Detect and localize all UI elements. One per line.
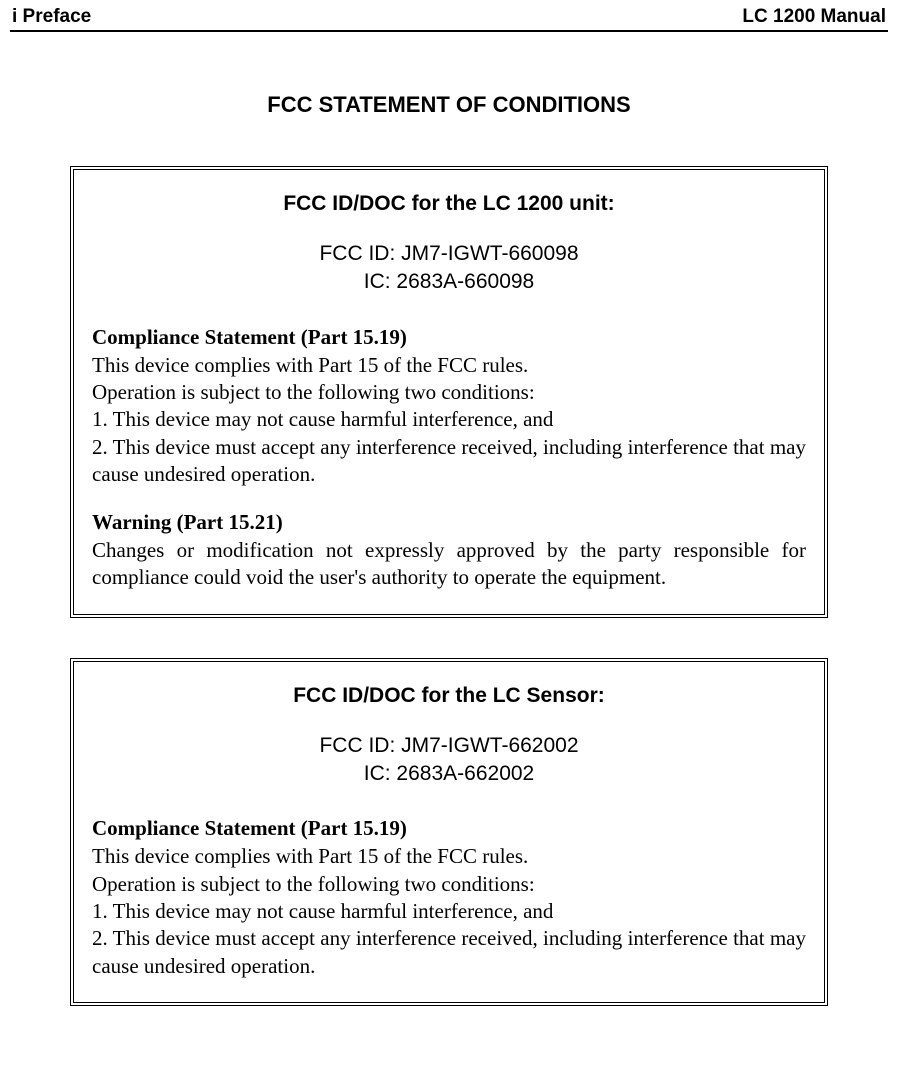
box2-compliance-text: This device complies with Part 15 of the… [92, 843, 806, 979]
box1-compliance-text: This device complies with Part 15 of the… [92, 352, 806, 488]
box1-compliance-line1: This device complies with Part 15 of the… [92, 352, 806, 379]
box2-compliance-line4: 2. This device must accept any interfere… [92, 925, 806, 980]
box1-compliance-line3: 1. This device may not cause harmful int… [92, 406, 806, 433]
box2-ids: FCC ID: JM7-IGWT-662002 IC: 2683A-662002 [92, 732, 806, 789]
page-header: i Preface LC 1200 Manual [10, 6, 888, 30]
box2-compliance-heading: Compliance Statement (Part 15.19) [92, 816, 806, 841]
box1-warning-line: Changes or modification not expressly ap… [92, 537, 806, 592]
box2-ic: IC: 2683A-662002 [92, 760, 806, 788]
header-rule [10, 30, 888, 32]
page: i Preface LC 1200 Manual FCC STATEMENT O… [0, 0, 898, 1066]
box2-compliance-line2: Operation is subject to the following tw… [92, 871, 806, 898]
box2-fcc-id: FCC ID: JM7-IGWT-662002 [92, 732, 806, 760]
header-left: i Preface [12, 6, 91, 28]
box1-ids: FCC ID: JM7-IGWT-660098 IC: 2683A-660098 [92, 240, 806, 297]
box2-title: FCC ID/DOC for the LC Sensor: [92, 684, 806, 708]
box1-fcc-id: FCC ID: JM7-IGWT-660098 [92, 240, 806, 268]
box1-compliance-heading: Compliance Statement (Part 15.19) [92, 325, 806, 350]
main-title: FCC STATEMENT OF CONDITIONS [10, 92, 888, 118]
box1-title: FCC ID/DOC for the LC 1200 unit: [92, 192, 806, 216]
box1-compliance-line4: 2. This device must accept any interfere… [92, 434, 806, 489]
box2-compliance-line1: This device complies with Part 15 of the… [92, 843, 806, 870]
spacer [92, 488, 806, 510]
box2-compliance-line3: 1. This device may not cause harmful int… [92, 898, 806, 925]
box1-warning-heading: Warning (Part 15.21) [92, 510, 806, 535]
header-right: LC 1200 Manual [742, 6, 886, 28]
box1-warning-text: Changes or modification not expressly ap… [92, 537, 806, 592]
fcc-box-unit: FCC ID/DOC for the LC 1200 unit: FCC ID:… [70, 166, 828, 618]
box1-ic: IC: 2683A-660098 [92, 268, 806, 296]
fcc-box-sensor: FCC ID/DOC for the LC Sensor: FCC ID: JM… [70, 658, 828, 1006]
box1-compliance-line2: Operation is subject to the following tw… [92, 379, 806, 406]
